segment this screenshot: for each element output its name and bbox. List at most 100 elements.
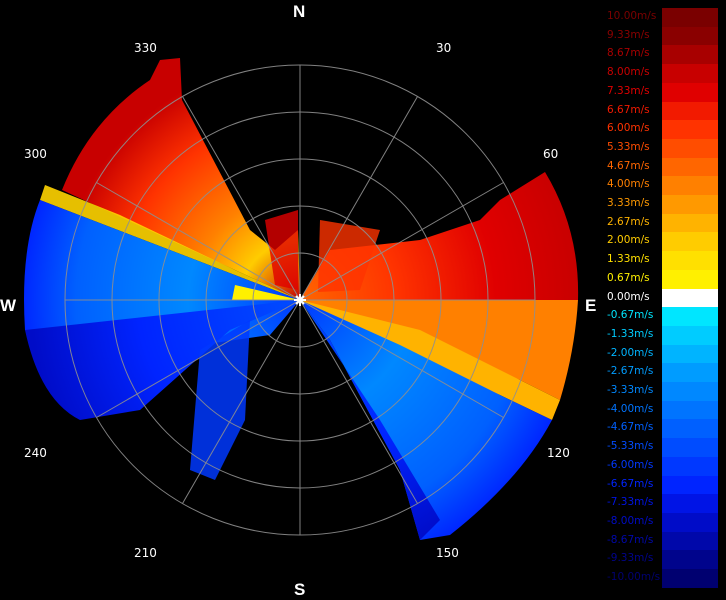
legend-swatch	[662, 8, 718, 27]
bearing-label: 240	[24, 446, 47, 460]
legend-label: -10.00m/s	[607, 571, 661, 583]
legend-row: 6.00m/s	[604, 120, 718, 140]
legend-label: 4.00m/s	[607, 178, 650, 191]
radar-site-marker	[294, 294, 306, 306]
legend-row: -3.33m/s	[604, 382, 718, 401]
legend-label: -1.33m/s	[607, 327, 654, 340]
legend-row: -4.67m/s	[604, 419, 718, 439]
legend-row: 4.67m/s	[604, 157, 718, 177]
legend-label: -5.33m/s	[607, 440, 654, 453]
legend-row: -10.00m/s	[604, 569, 718, 588]
legend-row: 5.33m/s	[604, 138, 718, 158]
legend-label: 5.33m/s	[607, 140, 650, 153]
velocity-legend: 10.00m/s 9.33m/s 8.67m/s 8.00m/s 7.33m/s 6.67…	[604, 8, 718, 592]
legend-swatch	[662, 232, 718, 252]
legend-row: 0.67m/s	[604, 269, 718, 289]
legend-row: -7.33m/s	[604, 494, 718, 514]
legend-swatch	[662, 494, 718, 514]
legend-label: -8.00m/s	[607, 514, 654, 527]
legend-label: -7.33m/s	[607, 496, 654, 509]
legend-label: 0.67m/s	[607, 271, 650, 284]
legend-label: 1.33m/s	[607, 253, 650, 266]
legend-row: -6.67m/s	[604, 475, 718, 495]
legend-swatch	[662, 64, 718, 84]
legend-label: 7.33m/s	[607, 84, 650, 97]
legend-label: -2.67m/s	[607, 365, 654, 378]
legend-swatch	[662, 382, 718, 401]
legend-label: -3.33m/s	[607, 384, 654, 396]
legend-swatch	[662, 120, 718, 140]
legend-label: 6.67m/s	[607, 103, 650, 116]
bearing-label: 120	[547, 446, 570, 460]
legend-label: -6.00m/s	[607, 458, 654, 471]
radar-velocity-display	[24, 58, 579, 540]
legend-label: 2.00m/s	[607, 234, 650, 247]
legend-row: 8.67m/s	[604, 45, 718, 65]
legend-row: 7.33m/s	[604, 82, 718, 102]
legend-swatch	[662, 363, 718, 383]
legend-swatch	[662, 456, 718, 476]
legend-row: -5.33m/s	[604, 438, 718, 458]
legend-swatch	[662, 569, 718, 588]
legend-label: -6.67m/s	[607, 477, 654, 490]
legend-swatch	[662, 325, 718, 345]
legend-row: 1.33m/s	[604, 251, 718, 271]
legend-swatch	[662, 101, 718, 121]
bearing-label: 300	[24, 147, 47, 161]
legend-row: -9.33m/s	[604, 550, 718, 570]
legend-label: 8.67m/s	[607, 47, 650, 60]
legend-swatch	[662, 531, 718, 551]
legend-label: -9.33m/s	[607, 552, 654, 565]
bearing-label: 150	[436, 546, 459, 560]
bearing-label: 210	[134, 546, 157, 560]
legend-label: 6.00m/s	[607, 122, 650, 135]
legend-label: 2.67m/s	[607, 215, 650, 228]
legend-label: 10.00m/s	[607, 10, 657, 22]
legend-label: 8.00m/s	[607, 66, 650, 79]
legend-label: -8.67m/s	[607, 533, 654, 546]
legend-row: 2.67m/s	[604, 213, 718, 233]
legend-swatch	[662, 195, 718, 214]
legend-row: 4.00m/s	[604, 176, 718, 196]
legend-row: 2.00m/s	[604, 232, 718, 252]
legend-swatch	[662, 307, 718, 327]
legend-row: -2.00m/s	[604, 344, 718, 364]
legend-swatch	[662, 213, 718, 233]
legend-swatch	[662, 45, 718, 65]
legend-row: -4.00m/s	[604, 400, 718, 420]
legend-label: 4.67m/s	[607, 159, 650, 172]
legend-row: -1.33m/s	[604, 325, 718, 345]
legend-swatch	[662, 419, 718, 439]
legend-label: -0.67m/s	[607, 309, 654, 322]
compass-east: E	[585, 296, 597, 315]
legend-swatch	[662, 400, 718, 420]
bearing-label: 60	[543, 147, 559, 161]
legend-label: 3.33m/s	[607, 197, 650, 209]
echo-field	[24, 58, 579, 540]
legend-swatch	[662, 157, 718, 177]
legend-row: -6.00m/s	[604, 456, 718, 476]
legend-swatch	[662, 82, 718, 102]
legend-swatch	[662, 176, 718, 196]
compass-west: W	[0, 296, 17, 315]
legend-swatch	[662, 26, 718, 46]
legend-row: 3.33m/s	[604, 195, 718, 214]
compass-north: N	[293, 2, 306, 21]
legend-row: 8.00m/s	[604, 64, 718, 84]
compass-south: S	[294, 580, 306, 599]
legend-swatch	[662, 512, 718, 532]
legend-swatch	[662, 438, 718, 458]
legend-label: -2.00m/s	[607, 346, 654, 359]
legend-row: -8.67m/s	[604, 531, 718, 551]
legend-row: -2.67m/s	[604, 363, 718, 383]
legend-label: -4.00m/s	[607, 402, 654, 415]
legend-swatch	[662, 138, 718, 158]
bearing-label: 330	[134, 41, 157, 55]
legend-swatch	[662, 475, 718, 495]
bearing-label: 30	[436, 41, 452, 55]
legend-label: 0.00m/s	[607, 290, 650, 303]
legend-row: -8.00m/s	[604, 512, 718, 532]
legend-swatch	[662, 251, 718, 271]
legend-swatch	[662, 269, 718, 289]
legend-label: -4.67m/s	[607, 421, 654, 434]
